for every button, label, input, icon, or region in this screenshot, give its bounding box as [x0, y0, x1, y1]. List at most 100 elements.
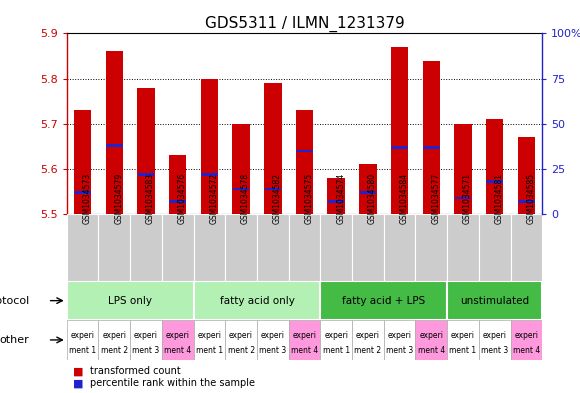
Bar: [67, 320, 99, 360]
Bar: [447, 320, 479, 360]
Bar: [225, 320, 257, 360]
Bar: [487, 180, 503, 183]
Text: ment 3: ment 3: [132, 347, 160, 355]
Text: ■: ■: [72, 378, 83, 388]
Bar: [391, 47, 408, 214]
Text: ment 3: ment 3: [386, 347, 413, 355]
Text: GSM1034581: GSM1034581: [495, 173, 504, 224]
Bar: [328, 178, 345, 214]
Bar: [320, 281, 447, 320]
Bar: [384, 214, 415, 281]
Text: experi: experi: [387, 331, 412, 340]
Text: experi: experi: [451, 331, 475, 340]
Text: ment 4: ment 4: [418, 347, 445, 355]
Text: ment 2: ment 2: [227, 347, 255, 355]
Bar: [360, 191, 376, 194]
Text: ment 4: ment 4: [291, 347, 318, 355]
Text: experi: experi: [197, 331, 222, 340]
Bar: [99, 214, 130, 281]
Bar: [137, 173, 154, 176]
Text: ment 2: ment 2: [101, 347, 128, 355]
Text: GSM1034579: GSM1034579: [114, 173, 124, 224]
Text: ment 2: ment 2: [354, 347, 382, 355]
Text: GSM1034575: GSM1034575: [304, 173, 314, 224]
Text: ment 1: ment 1: [196, 347, 223, 355]
Bar: [328, 200, 345, 203]
Text: transformed count: transformed count: [90, 366, 180, 376]
Bar: [455, 196, 472, 199]
Bar: [264, 187, 281, 190]
Text: experi: experi: [71, 331, 95, 340]
Text: GSM1034574: GSM1034574: [336, 173, 345, 224]
Bar: [233, 124, 250, 214]
Text: other: other: [0, 335, 29, 345]
Text: unstimulated: unstimulated: [460, 296, 530, 306]
Bar: [320, 320, 352, 360]
Text: ■: ■: [72, 366, 83, 376]
Bar: [137, 88, 155, 214]
Text: ment 1: ment 1: [450, 347, 477, 355]
Text: experi: experi: [292, 331, 317, 340]
Bar: [162, 214, 194, 281]
Text: ment 4: ment 4: [513, 347, 540, 355]
Bar: [384, 320, 415, 360]
Bar: [352, 214, 384, 281]
Bar: [201, 79, 218, 214]
Text: GSM1034585: GSM1034585: [527, 173, 535, 224]
Bar: [479, 214, 510, 281]
Text: fatty acid + LPS: fatty acid + LPS: [342, 296, 425, 306]
Bar: [447, 281, 542, 320]
Bar: [201, 173, 218, 176]
Text: ment 1: ment 1: [322, 347, 350, 355]
Bar: [352, 320, 384, 360]
Text: GSM1034583: GSM1034583: [146, 173, 155, 224]
Bar: [510, 320, 542, 360]
Bar: [169, 156, 186, 214]
Bar: [99, 320, 130, 360]
Text: ment 3: ment 3: [481, 347, 508, 355]
Bar: [320, 214, 352, 281]
Bar: [479, 320, 510, 360]
Text: GSM1034584: GSM1034584: [400, 173, 409, 224]
Bar: [225, 214, 257, 281]
Text: experi: experi: [483, 331, 507, 340]
Bar: [289, 214, 320, 281]
Bar: [67, 214, 99, 281]
Text: experi: experi: [134, 331, 158, 340]
Bar: [518, 200, 535, 203]
Title: GDS5311 / ILMN_1231379: GDS5311 / ILMN_1231379: [205, 16, 404, 32]
Text: experi: experi: [102, 331, 126, 340]
Bar: [415, 320, 447, 360]
Bar: [510, 214, 542, 281]
Text: GSM1034572: GSM1034572: [209, 173, 219, 224]
Text: experi: experi: [229, 331, 253, 340]
Bar: [74, 191, 91, 194]
Text: percentile rank within the sample: percentile rank within the sample: [90, 378, 255, 388]
Bar: [392, 146, 408, 149]
Text: ment 3: ment 3: [259, 347, 287, 355]
Text: experi: experi: [514, 331, 538, 340]
Bar: [518, 137, 535, 214]
Bar: [67, 281, 194, 320]
Bar: [130, 320, 162, 360]
Bar: [74, 110, 91, 214]
Bar: [423, 146, 440, 149]
Text: fatty acid only: fatty acid only: [219, 296, 295, 306]
Bar: [359, 164, 376, 214]
Bar: [162, 320, 194, 360]
Text: GSM1034582: GSM1034582: [273, 173, 282, 224]
Bar: [264, 83, 281, 214]
Bar: [130, 214, 162, 281]
Text: GSM1034578: GSM1034578: [241, 173, 250, 224]
Bar: [106, 51, 123, 214]
Bar: [423, 61, 440, 214]
Text: GSM1034576: GSM1034576: [177, 173, 187, 224]
Bar: [296, 150, 313, 152]
Bar: [486, 119, 503, 214]
Bar: [257, 320, 289, 360]
Bar: [257, 214, 289, 281]
Text: GSM1034573: GSM1034573: [82, 173, 92, 224]
Text: GSM1034580: GSM1034580: [368, 173, 377, 224]
Text: experi: experi: [419, 331, 443, 340]
Bar: [194, 214, 225, 281]
